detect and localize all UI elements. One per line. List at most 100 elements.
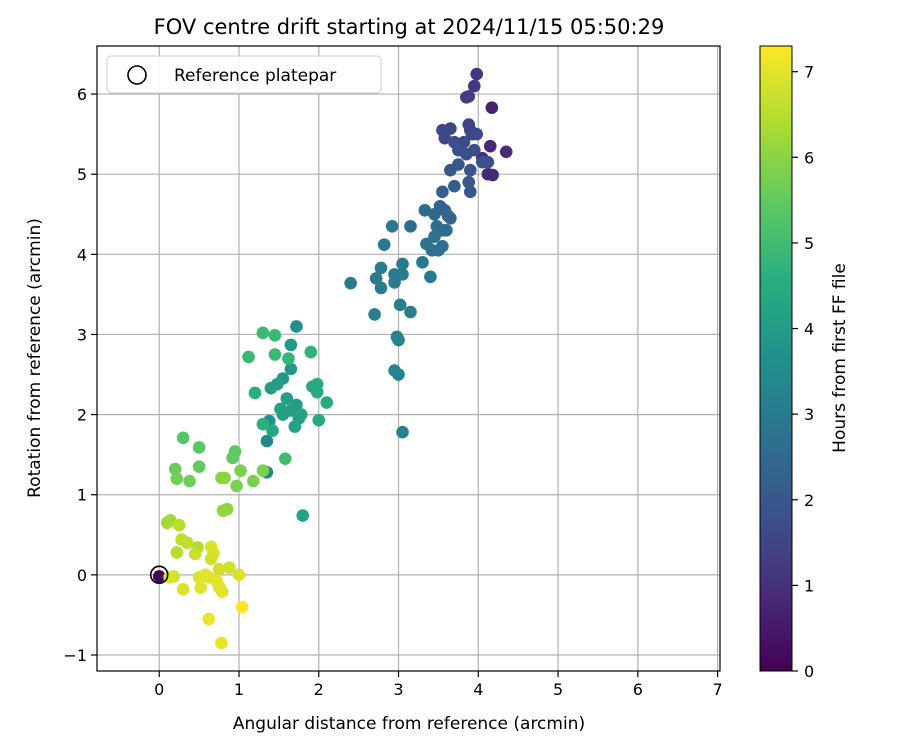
y-axis-label: Rotation from reference (arcmin) [25,218,45,498]
data-point [290,320,303,333]
x-tick-label: 4 [473,680,483,699]
x-axis-label: Angular distance from reference (arcmin) [233,714,585,734]
data-point [499,145,513,159]
colorbar-tick-label: 0 [804,662,814,681]
data-point [235,600,249,614]
data-point [270,377,284,391]
data-point [448,179,461,193]
data-point [470,127,484,141]
chart-title: FOV centre drift starting at 2024/11/15 … [154,15,665,39]
data-point [483,139,497,153]
legend: Reference platepar [106,55,382,94]
data-point [424,270,437,284]
data-point [223,561,236,574]
data-point [242,350,255,364]
data-point [278,452,292,465]
legend-marker [127,65,147,85]
data-point [396,268,409,281]
data-point [188,547,202,561]
data-point [304,345,318,359]
data-point [440,223,453,237]
data-point [377,238,391,252]
colorbar-tick-label: 3 [804,405,814,424]
data-point [212,562,226,576]
legend-label: Reference platepar [174,66,336,86]
x-axis-ticks: 0 1 2 3 4 5 6 7 [154,671,723,699]
data-point [215,636,228,650]
data-point [460,90,473,104]
data-point [462,175,476,189]
data-point [481,155,495,169]
x-tick-label: 1 [234,680,244,699]
data-point [485,101,499,114]
colorbar-tick-label: 7 [804,63,814,82]
data-point [172,518,186,532]
x-tick-label: 2 [314,680,324,699]
data-point [468,143,481,157]
data-point [388,276,401,289]
data-point [268,348,282,361]
data-point [404,219,417,233]
data-point [486,168,499,182]
data-point [282,352,295,365]
data-point [202,612,215,626]
colorbar-gradient [759,45,793,672]
data-point [230,479,243,493]
data-point [369,272,383,285]
data-point [256,417,270,431]
data-point [218,471,231,485]
data-point [436,185,449,199]
y-axis-ticks: −1 0 1 2 3 4 5 6 [63,85,97,665]
data-point [416,256,429,269]
reference-marker [149,565,169,585]
x-tick-label: 0 [154,680,164,699]
grid-lines [97,46,720,671]
data-point [393,298,407,312]
data-point [176,582,190,596]
data-point [216,504,230,518]
data-point [268,328,282,342]
data-point [288,420,302,433]
data-point [234,464,247,477]
x-tick-label: 7 [713,680,723,699]
data-point [284,362,298,376]
data-point [438,131,452,145]
colorbar-tick-label: 2 [804,491,814,510]
data-point [444,211,457,225]
data-point [176,431,190,445]
data-point [248,386,262,400]
colorbar-tick-label: 4 [804,320,814,339]
y-tick-label: 2 [77,406,87,425]
data-point [256,464,270,477]
y-tick-label: 5 [77,165,87,184]
data-point [320,396,334,409]
data-point [374,281,388,295]
data-point [215,585,229,598]
data-point [462,118,476,131]
data-point [194,581,208,594]
data-point [428,207,441,221]
x-tick-label: 6 [633,680,643,699]
y-tick-label: −1 [63,646,87,665]
data-point [296,509,310,522]
data-point [418,203,432,217]
plot-area: 0 1 2 3 4 5 6 7 −1 0 1 2 3 4 5 6 [63,45,723,699]
data-point [290,398,303,412]
data-point [396,425,409,439]
data-point [247,474,260,488]
colorbar-tick-label: 6 [804,148,814,167]
data-point [294,408,308,421]
data-point [312,413,326,427]
y-tick-label: 0 [77,566,87,585]
colorbar-tick-label: 1 [804,576,814,595]
data-point [392,368,405,381]
legend-box [106,55,382,94]
data-point [232,568,246,582]
y-tick-label: 3 [77,325,87,344]
data-point [170,472,184,485]
data-point [468,79,481,93]
data-point [464,163,477,177]
data-point [396,257,409,271]
data-point [192,460,206,473]
